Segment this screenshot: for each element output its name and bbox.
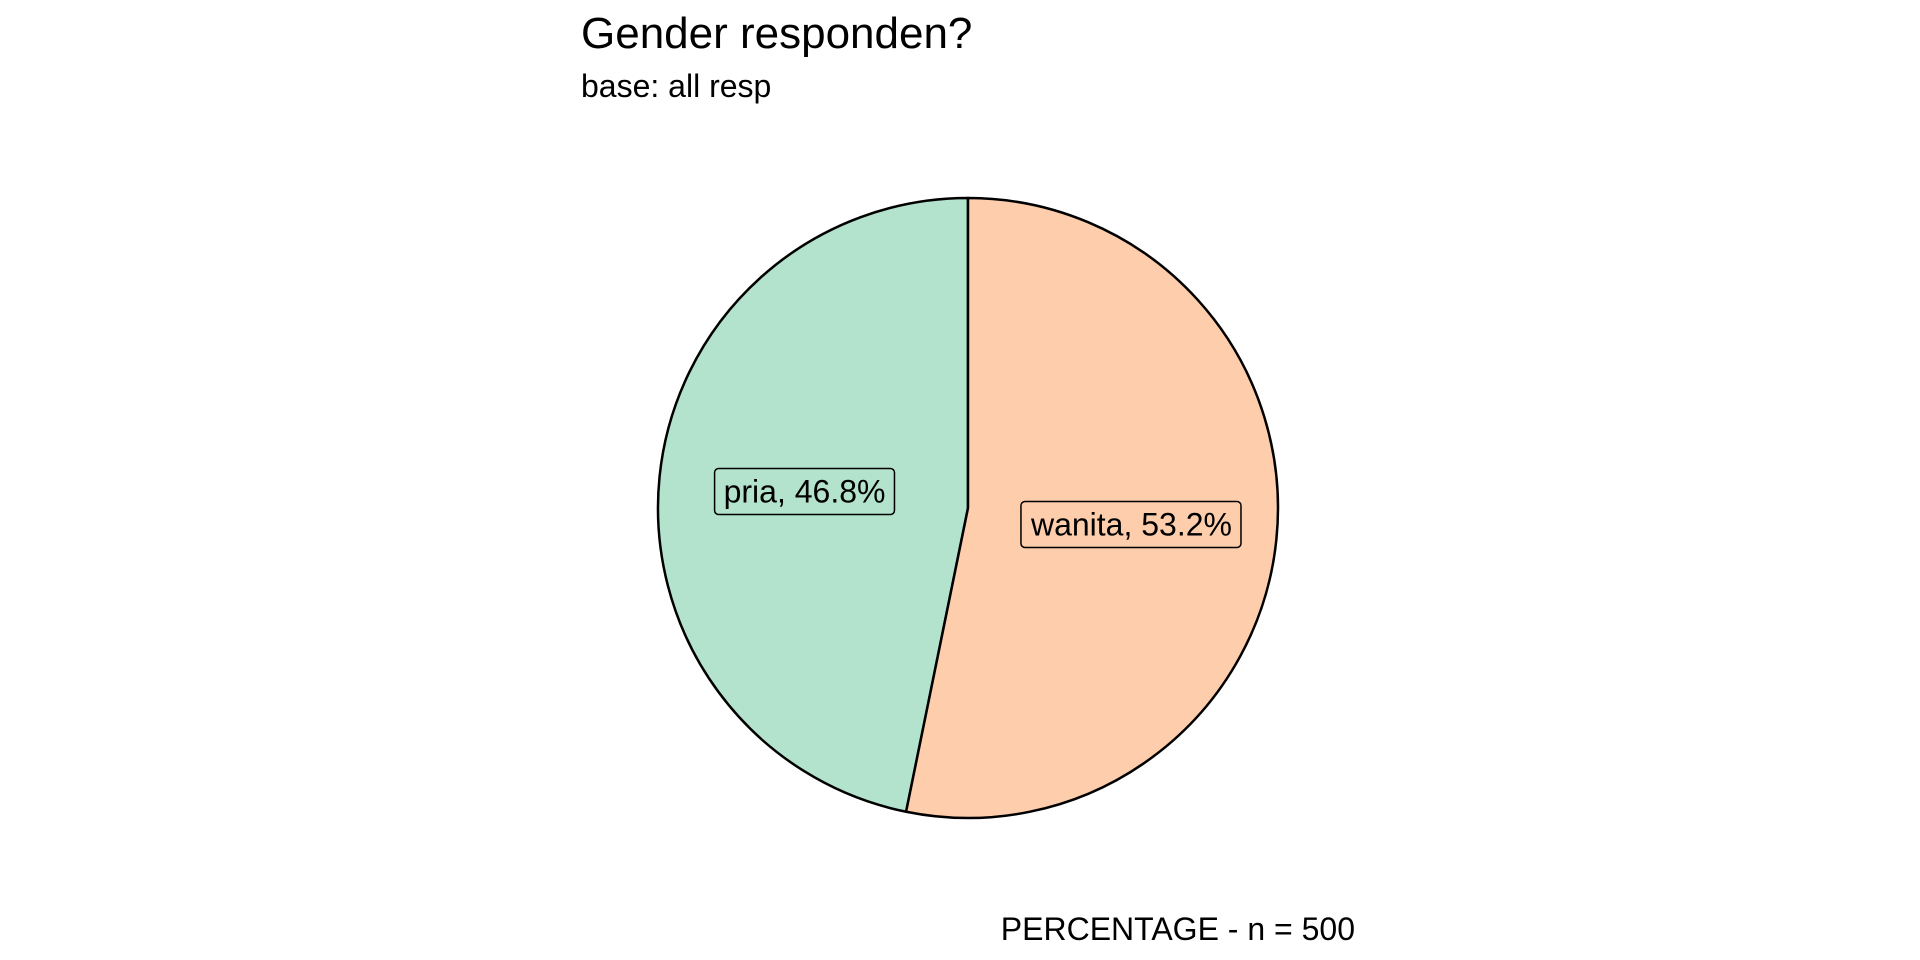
pie-label-pria: pria, 46.8% bbox=[713, 467, 896, 516]
pie-label-text: pria, 46.8% bbox=[724, 474, 886, 510]
pie-label-text: wanita, 53.2% bbox=[1030, 506, 1232, 542]
pie-label-wanita: wanita, 53.2% bbox=[1020, 500, 1242, 549]
pie-slice-labels: pria, 46.8% wanita, 53.2% bbox=[713, 467, 1242, 549]
chart-subtitle: base: all resp bbox=[581, 68, 771, 104]
chart-caption: PERCENTAGE - n = 500 bbox=[1001, 911, 1355, 947]
chart-title: Gender responden? bbox=[581, 9, 972, 58]
pie-label-box bbox=[713, 467, 896, 516]
pie-label-box bbox=[1020, 500, 1242, 549]
